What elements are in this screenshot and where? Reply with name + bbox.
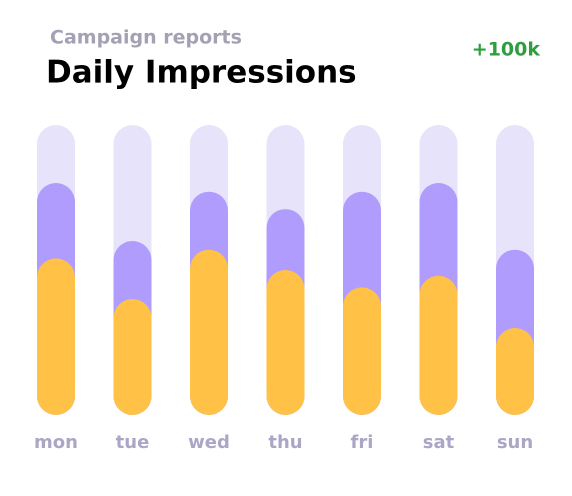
x-tick-label: sat <box>423 432 455 453</box>
x-tick-label: mon <box>34 432 78 453</box>
chart-subtitle: Campaign reports <box>50 27 242 49</box>
bar <box>496 328 534 415</box>
bar <box>266 270 305 415</box>
bar <box>419 275 458 415</box>
bar <box>190 249 228 415</box>
bar <box>37 258 75 415</box>
x-tick-label: tue <box>116 432 150 453</box>
bar <box>343 287 381 415</box>
x-tick-label: thu <box>268 432 302 453</box>
bar <box>113 299 152 415</box>
x-tick-label: wed <box>188 432 230 453</box>
x-tick-label: fri <box>351 432 374 453</box>
chart-title: Daily Impressions <box>46 55 357 91</box>
x-tick-label: sun <box>497 432 533 453</box>
annotation: +100k <box>472 39 541 61</box>
